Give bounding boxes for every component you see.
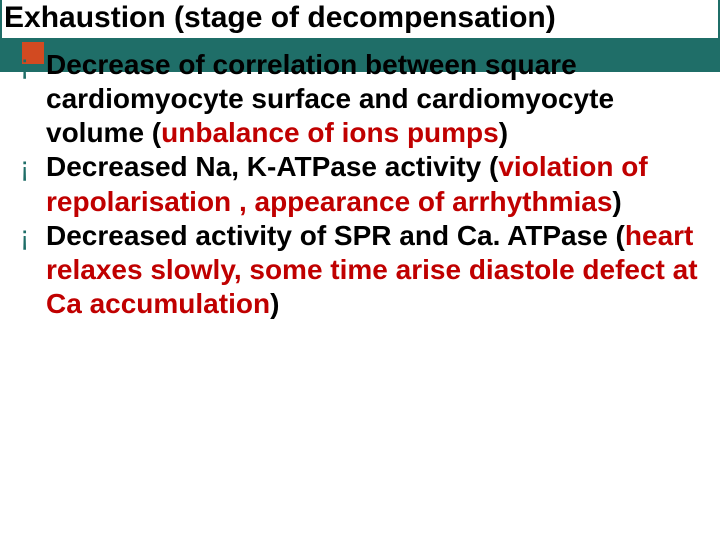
- slide-title: Exhaustion (stage of decompensation): [2, 0, 718, 38]
- bullet-text: Decreased activity of SPR and Ca. ATPase…: [46, 219, 708, 321]
- bullet-text: Decrease of correlation between square c…: [46, 48, 708, 150]
- bullet-icon: ¡: [18, 48, 46, 82]
- content-area: ¡ Decrease of correlation between square…: [18, 48, 708, 321]
- bullet-text: Decreased Na, K-ATPase activity (violati…: [46, 150, 708, 218]
- slide: Exhaustion (stage of decompensation) ¡ D…: [0, 0, 720, 540]
- list-item: ¡ Decreased Na, K-ATPase activity (viola…: [18, 150, 708, 218]
- list-item: ¡ Decreased activity of SPR and Ca. ATPa…: [18, 219, 708, 321]
- text-highlight: unbalance of ions pumps: [161, 117, 499, 148]
- text-post: ): [612, 186, 621, 217]
- text-post: ): [270, 288, 279, 319]
- list-item: ¡ Decrease of correlation between square…: [18, 48, 708, 150]
- bullet-icon: ¡: [18, 219, 46, 253]
- text-pre: Decreased activity of SPR and Ca. ATPase…: [46, 220, 625, 251]
- text-post: ): [499, 117, 508, 148]
- bullet-icon: ¡: [18, 150, 46, 184]
- text-pre: Decreased Na, K-ATPase activity (: [46, 151, 498, 182]
